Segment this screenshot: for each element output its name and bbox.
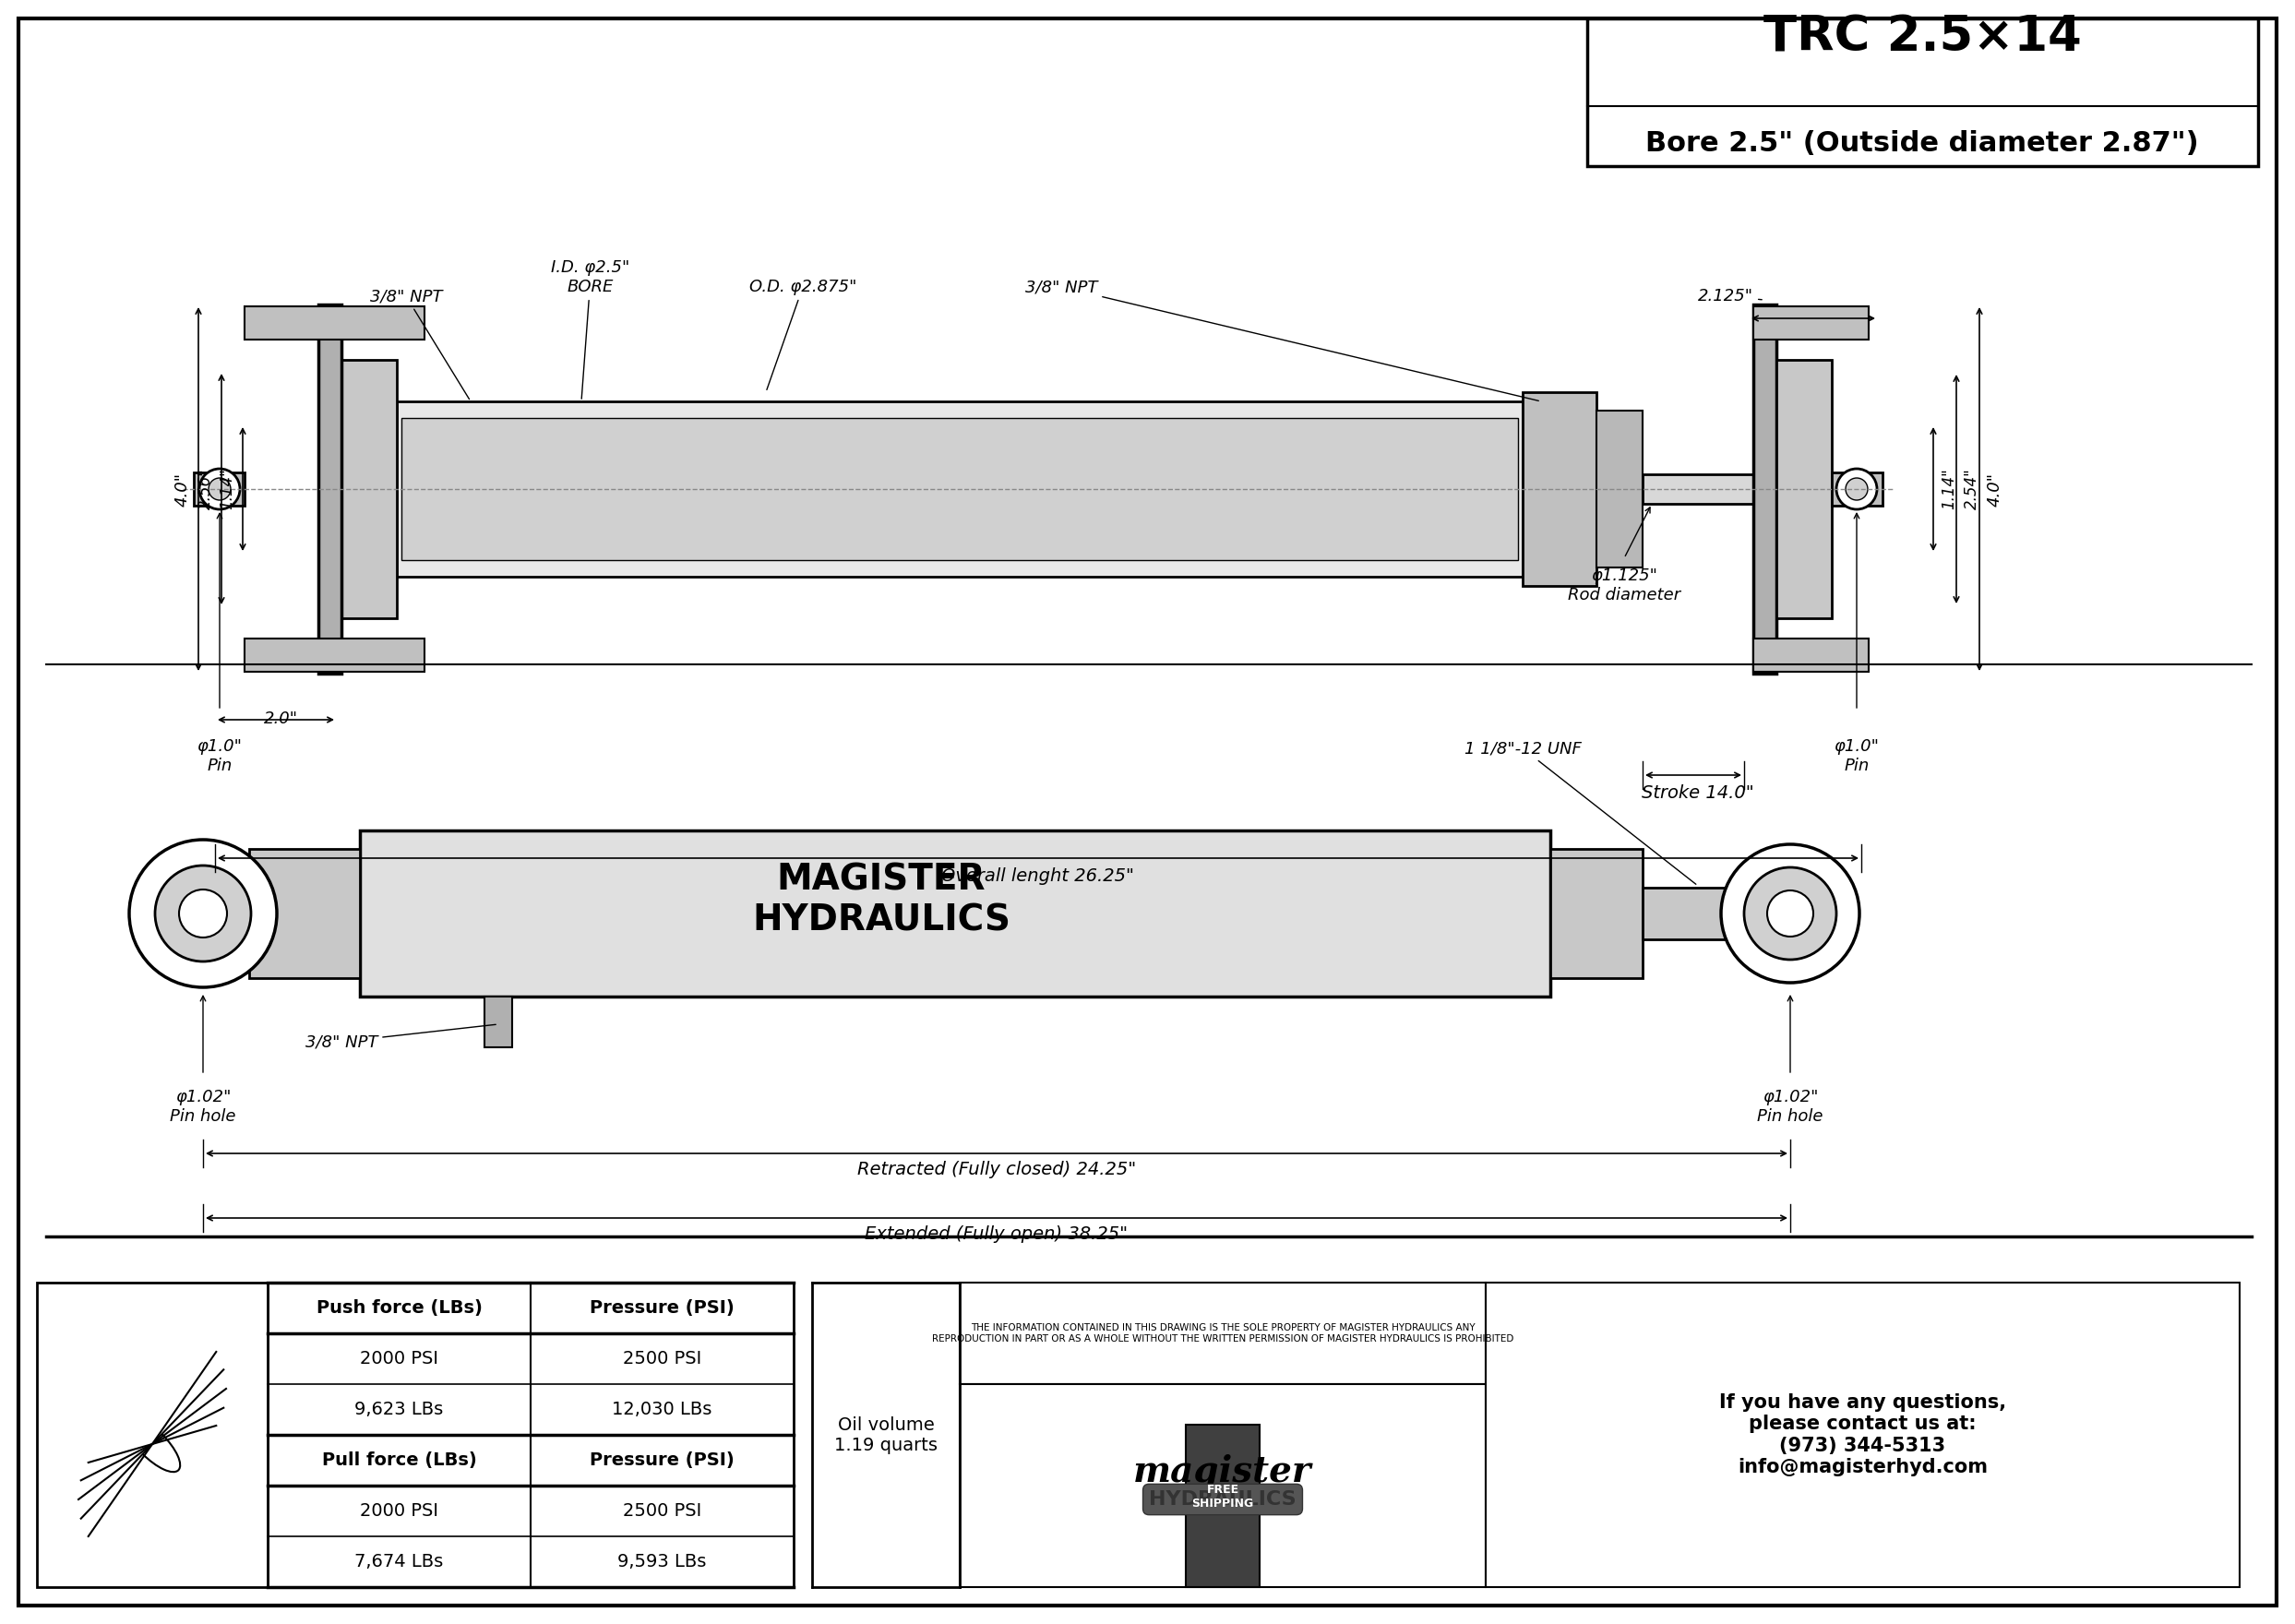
Text: 9,623 LBs: 9,623 LBs (356, 1400, 443, 1418)
Circle shape (179, 890, 227, 937)
Text: 2.56": 2.56" (197, 468, 213, 510)
Bar (959, 1283, 1485, 1384)
Bar (1776, 361, 1831, 619)
Bar (319, 305, 342, 674)
Text: 3/8" NPT: 3/8" NPT (305, 1025, 496, 1051)
Text: TRC 2.5×14: TRC 2.5×14 (1763, 13, 2082, 62)
Bar (402, 417, 1517, 560)
Bar (269, 1283, 794, 1587)
Text: If you have any questions,
please contact us at:
(973) 344-5313
info@magisterhyd: If you have any questions, please contac… (1719, 1393, 2006, 1476)
Bar (484, 997, 512, 1047)
Circle shape (200, 469, 241, 510)
Text: 3/8" NPT: 3/8" NPT (1026, 279, 1538, 401)
Circle shape (1744, 867, 1836, 960)
Text: 9,593 LBs: 9,593 LBs (617, 1553, 707, 1570)
Bar (246, 307, 425, 339)
Bar (1187, 1424, 1260, 1587)
Bar (1485, 1283, 2240, 1587)
Bar (37, 1283, 269, 1587)
Bar (1753, 307, 1868, 339)
Bar (1588, 18, 2258, 166)
Text: MAGISTER
HYDRAULICS: MAGISTER HYDRAULICS (753, 862, 1010, 937)
Text: φ1.125"
Rod diameter: φ1.125" Rod diameter (1567, 567, 1680, 603)
Circle shape (1845, 477, 1868, 500)
Text: 3/8" NPT: 3/8" NPT (369, 287, 468, 400)
Text: 1 1/8"-12 UNF: 1 1/8"-12 UNF (1464, 741, 1696, 883)
Text: φ1.0"
Pin: φ1.0" Pin (197, 739, 243, 775)
Text: THE INFORMATION CONTAINED IN THIS DRAWING IS THE SOLE PROPERTY OF MAGISTER HYDRA: THE INFORMATION CONTAINED IN THIS DRAWIN… (932, 1324, 1515, 1343)
Text: Push force (LBs): Push force (LBs) (317, 1299, 482, 1317)
Text: FREE
SHIPPING: FREE SHIPPING (1191, 1484, 1253, 1510)
Bar (1753, 638, 1868, 672)
Bar (1831, 473, 1882, 505)
Text: 2.0": 2.0" (264, 711, 298, 728)
Circle shape (1721, 844, 1859, 983)
Circle shape (129, 840, 278, 987)
Text: 4.0": 4.0" (174, 473, 190, 507)
Text: φ1.0"
Pin: φ1.0" Pin (1834, 739, 1880, 775)
Bar (397, 401, 1522, 577)
Text: Overall lenght 26.25": Overall lenght 26.25" (941, 867, 1134, 885)
Text: 1.14": 1.14" (218, 468, 236, 510)
Text: 7,674 LBs: 7,674 LBs (356, 1553, 443, 1570)
Text: 2000 PSI: 2000 PSI (360, 1350, 438, 1367)
Text: magister: magister (1134, 1453, 1313, 1489)
Bar (1753, 305, 1776, 674)
Text: HYDRAULICS: HYDRAULICS (1150, 1491, 1297, 1509)
Bar (246, 638, 425, 672)
Text: 2500 PSI: 2500 PSI (622, 1502, 702, 1520)
Bar (342, 361, 397, 619)
Text: Oil volume
1.19 quarts: Oil volume 1.19 quarts (833, 1416, 939, 1453)
Circle shape (1836, 469, 1877, 510)
Text: 2000 PSI: 2000 PSI (360, 1502, 438, 1520)
Text: Bore 2.5" (Outside diameter 2.87"): Bore 2.5" (Outside diameter 2.87") (1646, 130, 2199, 156)
Circle shape (1767, 890, 1813, 937)
Bar (193, 473, 246, 505)
Text: Pressure (PSI): Pressure (PSI) (590, 1452, 734, 1470)
Text: Retracted (Fully closed) 24.25": Retracted (Fully closed) 24.25" (856, 1161, 1136, 1179)
Circle shape (209, 477, 232, 500)
Text: 2.125": 2.125" (1698, 287, 1763, 305)
Circle shape (156, 866, 250, 961)
Text: 4.0": 4.0" (1987, 473, 2004, 507)
Text: Pull force (LBs): Pull force (LBs) (321, 1452, 477, 1470)
Text: Pressure (PSI): Pressure (PSI) (590, 1299, 734, 1317)
Text: φ1.02"
Pin hole: φ1.02" Pin hole (170, 1088, 236, 1124)
Bar (1551, 849, 1643, 978)
Bar (1643, 888, 1753, 939)
Text: 1.14": 1.14" (1942, 468, 1958, 510)
Bar (959, 1384, 1485, 1587)
Text: I.D. φ2.5"
BORE: I.D. φ2.5" BORE (551, 260, 629, 400)
Text: 2.54": 2.54" (1965, 468, 1981, 510)
Bar (360, 830, 1551, 997)
Text: Stroke 14.0": Stroke 14.0" (1641, 784, 1753, 802)
Bar (1597, 411, 1643, 567)
Text: φ1.02"
Pin hole: φ1.02" Pin hole (1758, 1088, 1822, 1124)
Text: 2500 PSI: 2500 PSI (622, 1350, 702, 1367)
Bar (1522, 391, 1597, 586)
Bar (250, 849, 360, 978)
Bar (1643, 474, 1753, 503)
Text: Extended (Fully open) 38.25": Extended (Fully open) 38.25" (865, 1226, 1129, 1242)
Text: O.D. φ2.875": O.D. φ2.875" (748, 279, 856, 390)
Text: 12,030 LBs: 12,030 LBs (613, 1400, 711, 1418)
